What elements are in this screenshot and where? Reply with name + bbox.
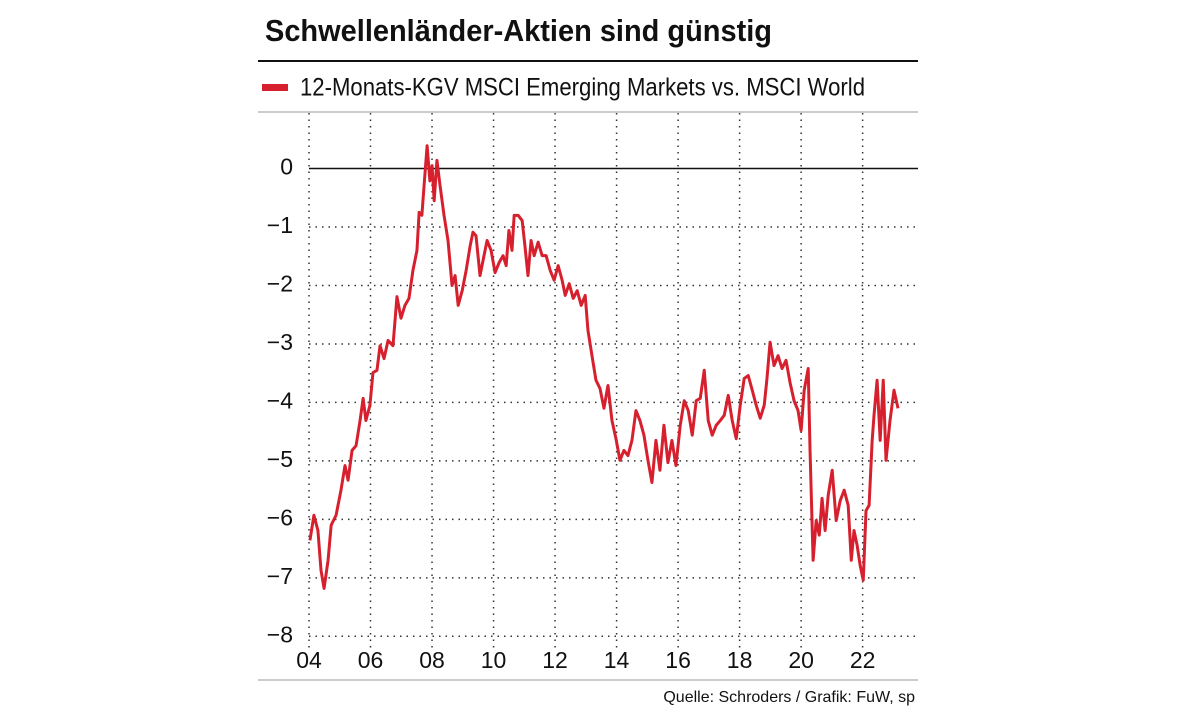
legend-label: 12-Monats-KGV MSCI Emerging Markets vs. … (300, 74, 865, 102)
legend-swatch (262, 84, 288, 91)
y-tick-label: −5 (267, 446, 293, 472)
y-tick-label: 0 (280, 154, 293, 180)
series-line (308, 144, 900, 590)
y-tick-label: −4 (267, 388, 293, 414)
x-tick-label: 10 (481, 647, 507, 673)
x-tick-label: 18 (727, 647, 753, 673)
y-tick-label: −3 (267, 329, 293, 355)
x-tick-label: 04 (296, 647, 322, 673)
x-tick-label: 12 (542, 647, 568, 673)
chart-title: Schwellenländer-Aktien sind günstig (265, 13, 772, 48)
y-tick-label: −1 (267, 212, 293, 238)
x-tick-label: 16 (665, 647, 691, 673)
x-tick-label: 20 (788, 647, 814, 673)
y-tick-label: −8 (267, 621, 293, 647)
x-tick-label: 08 (419, 647, 445, 673)
x-tick-label: 06 (358, 647, 384, 673)
y-tick-label: −7 (267, 563, 293, 589)
y-tick-label: −6 (267, 504, 293, 530)
x-tick-label: 22 (850, 647, 876, 673)
x-tick-label: 14 (604, 647, 630, 673)
source: Quelle: Schroders / Grafik: FuW, sp (663, 689, 915, 706)
y-tick-label: −2 (267, 271, 293, 297)
